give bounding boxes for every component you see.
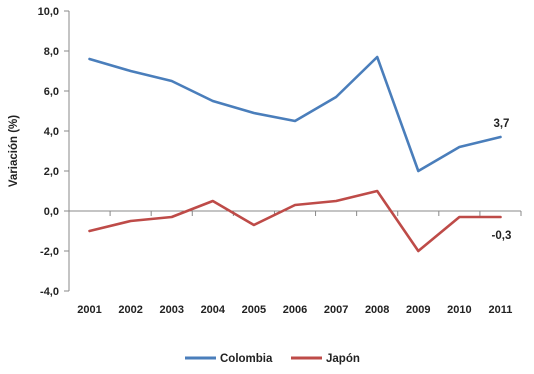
y-ticks: -4,0 -2,0 0,0 2,0 4,0 6,0 8,0 10,0 — [38, 6, 69, 298]
x-tick-label: 2004 — [201, 304, 226, 316]
y-tick-label: 2,0 — [44, 166, 59, 178]
x-tick-label: 2002 — [118, 304, 142, 316]
y-tick-label: 6,0 — [44, 86, 59, 98]
y-tick-label: 4,0 — [44, 126, 59, 138]
series-line-japn — [88, 189, 502, 253]
x-tick-label: 2005 — [242, 304, 266, 316]
x-tick-label: 2009 — [406, 304, 430, 316]
legend-label: Colombia — [220, 353, 273, 365]
series-group — [88, 55, 502, 253]
x-ticks: 2001 2002 2003 2004 2005 2006 2007 2008 2009 2010… — [68, 211, 522, 316]
x-tick-label: 2010 — [447, 304, 471, 316]
x-tick-label: 2006 — [283, 304, 307, 316]
y-tick-label: 0,0 — [44, 206, 59, 218]
x-axis: 2001 2002 2003 2004 2005 2006 2007 2008 2009 2010… — [68, 210, 522, 316]
series-line-colombia — [88, 55, 502, 173]
data-label: 3,7 — [493, 118, 509, 130]
x-tick-label: 2003 — [159, 304, 183, 316]
legend: Colombia Japón — [185, 353, 360, 365]
y-tick-label: 10,0 — [38, 6, 59, 18]
x-tick-label: 2011 — [489, 304, 513, 316]
y-tick-label: -2,0 — [40, 246, 59, 258]
y-tick-label: 8,0 — [44, 46, 59, 58]
data-label: -0,3 — [492, 230, 512, 242]
y-axis: -4,0 -2,0 0,0 2,0 4,0 6,0 8,0 10,0 — [38, 6, 70, 298]
y-tick-label: -4,0 — [40, 286, 59, 298]
x-tick-label: 2008 — [365, 304, 389, 316]
x-tick-label: 2001 — [77, 304, 101, 316]
legend-label: Japón — [326, 353, 360, 365]
y-axis-title: Variación (%) — [8, 115, 20, 187]
x-tick-label: 2007 — [324, 304, 348, 316]
end-labels: 3,7 -0,3 — [492, 118, 512, 242]
